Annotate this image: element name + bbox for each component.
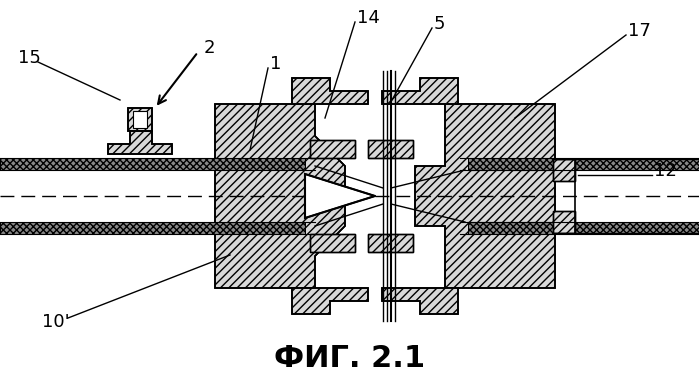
Polygon shape (310, 140, 355, 158)
Text: 14: 14 (357, 9, 380, 27)
Polygon shape (108, 131, 172, 154)
Polygon shape (0, 158, 305, 170)
Text: 15: 15 (18, 49, 41, 67)
Polygon shape (553, 211, 575, 233)
Polygon shape (368, 234, 413, 252)
Polygon shape (382, 288, 458, 314)
Polygon shape (292, 288, 368, 314)
Text: ФИГ. 2.1: ФИГ. 2.1 (275, 344, 426, 373)
Polygon shape (310, 234, 355, 252)
Text: 10': 10' (42, 313, 70, 331)
Polygon shape (292, 78, 368, 104)
Polygon shape (468, 222, 699, 234)
Polygon shape (133, 111, 147, 128)
Polygon shape (215, 104, 345, 288)
Polygon shape (468, 158, 699, 170)
Polygon shape (382, 78, 458, 104)
Text: 2: 2 (204, 39, 215, 57)
Text: 17: 17 (628, 22, 651, 40)
Polygon shape (415, 104, 555, 288)
Polygon shape (0, 222, 305, 234)
Polygon shape (368, 140, 413, 158)
Text: 12: 12 (654, 162, 677, 180)
Polygon shape (128, 108, 152, 131)
Polygon shape (305, 174, 375, 218)
Polygon shape (553, 159, 575, 181)
Text: 1: 1 (270, 55, 282, 73)
Text: 5: 5 (434, 15, 445, 33)
